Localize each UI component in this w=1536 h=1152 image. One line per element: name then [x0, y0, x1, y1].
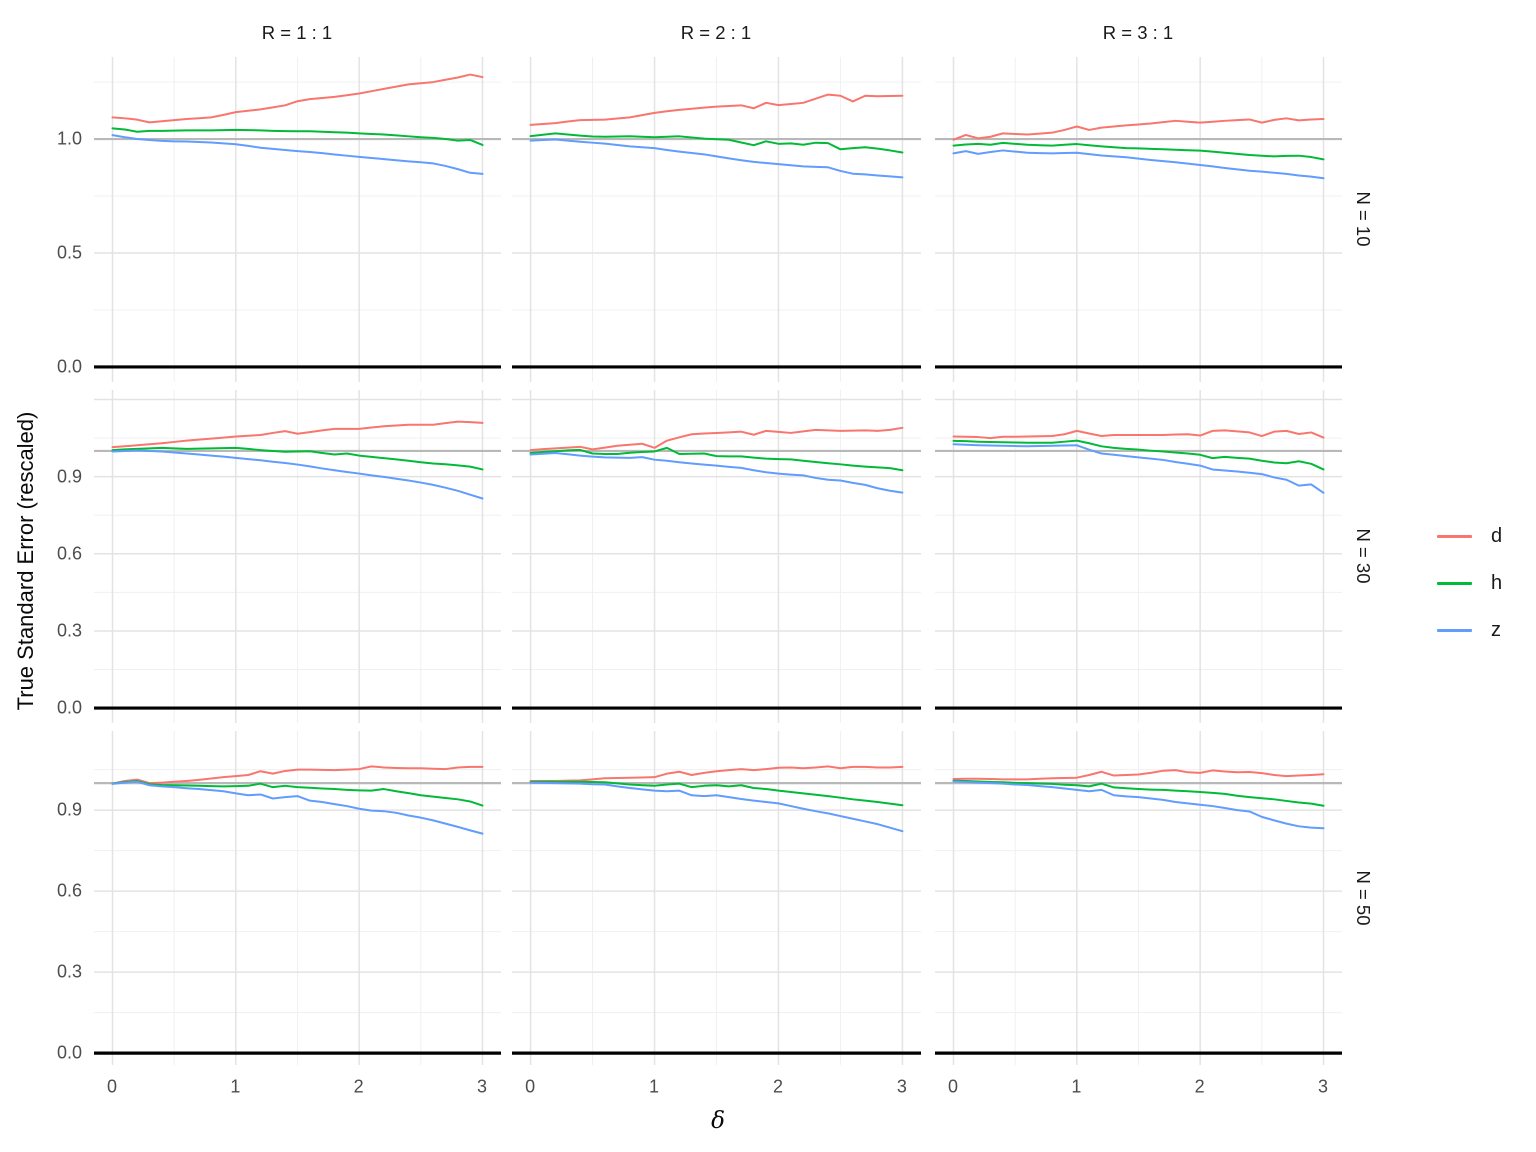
panel-r3-c2 [511, 731, 921, 1065]
y-tick-label: 0.6 [56, 880, 82, 901]
panel-r2-c1 [93, 390, 501, 723]
facet-col-strip-2: R = 2 : 1 [680, 22, 752, 43]
x-tick-label: 0 [947, 1076, 959, 1097]
y-tick-label: 0.5 [56, 242, 82, 263]
panel-r1-c1 [93, 57, 501, 382]
series-line-d [529, 93, 903, 126]
series-line-h [111, 779, 483, 807]
legend: d h z [1437, 513, 1502, 654]
x-tick-label: 1 [1071, 1076, 1082, 1097]
series-line-z [111, 134, 483, 175]
series-line-h [952, 141, 1324, 161]
x-tick-label: 1 [649, 1076, 660, 1097]
panel-r3-c3 [934, 731, 1342, 1065]
series-line-d [529, 765, 903, 782]
y-tick-label: 0.0 [56, 697, 82, 718]
y-tick-label: 0.0 [56, 356, 82, 377]
series-line-d [952, 117, 1324, 141]
x-axis-title: δ [711, 1108, 725, 1134]
series-line-d [952, 429, 1324, 440]
x-tick-label: 2 [772, 1076, 783, 1097]
y-tick-label: 0.3 [56, 620, 82, 641]
legend-item-h: h [1437, 560, 1502, 607]
facet-col-strip-1: R = 1 : 1 [261, 22, 333, 43]
legend-key-line-z [1437, 629, 1472, 632]
legend-label-h: h [1491, 572, 1503, 594]
series-line-h [111, 446, 483, 471]
facet-row-strip-2: N = 30 [1353, 528, 1374, 584]
series-line-z [529, 781, 903, 833]
legend-key-line-h [1437, 582, 1472, 585]
x-tick-label: 3 [476, 1076, 488, 1097]
y-axis-title: True Standard Error (rescaled) [13, 411, 38, 711]
series-line-h [529, 446, 903, 472]
panel-r2-c2 [511, 390, 921, 723]
y-tick-label: 0.9 [56, 466, 82, 487]
legend-key-line-d [1437, 535, 1472, 538]
series-line-z [111, 449, 483, 500]
series-line-z [952, 780, 1324, 830]
y-tick-label: 1.0 [56, 128, 82, 149]
legend-label-z: z [1491, 619, 1501, 641]
y-tick-label: 0.9 [56, 799, 82, 820]
series-line-z [952, 443, 1324, 494]
series-line-h [529, 132, 903, 154]
x-tick-label: 3 [1317, 1076, 1329, 1097]
y-tick-label: 0.0 [56, 1042, 82, 1063]
series-line-h [529, 780, 903, 807]
series-line-h [952, 439, 1324, 471]
x-tick-label: 0 [525, 1076, 536, 1097]
series-line-d [111, 73, 483, 124]
x-tick-label: 2 [1194, 1076, 1205, 1097]
x-tick-label: 3 [896, 1076, 907, 1097]
series-line-h [111, 127, 483, 146]
x-tick-label: 0 [106, 1076, 118, 1097]
series-line-z [952, 149, 1324, 180]
x-tick-label: 1 [230, 1076, 241, 1097]
panel-r1-c3 [934, 57, 1342, 382]
legend-label-d: d [1491, 525, 1503, 547]
legend-item-d: d [1437, 513, 1502, 560]
series-line-d [529, 426, 903, 452]
facet-col-strip-3: R = 3 : 1 [1102, 22, 1174, 43]
series-line-d [952, 769, 1324, 781]
facet-row-strip-1: N = 10 [1353, 191, 1374, 247]
x-tick-label: 2 [353, 1076, 364, 1097]
legend-item-z: z [1437, 607, 1502, 654]
series-line-z [111, 780, 483, 835]
facet-row-strip-3: N = 50 [1353, 870, 1374, 926]
series-line-h [952, 779, 1324, 807]
series-line-z [529, 452, 903, 494]
series-line-d [111, 420, 483, 449]
panel-r1-c2 [511, 57, 921, 382]
panel-r3-c1 [93, 731, 501, 1065]
series-line-d [111, 765, 483, 785]
series-line-z [529, 138, 903, 179]
panel-r2-c3 [934, 390, 1342, 723]
y-tick-label: 0.3 [56, 961, 82, 982]
y-tick-label: 0.6 [56, 543, 82, 564]
